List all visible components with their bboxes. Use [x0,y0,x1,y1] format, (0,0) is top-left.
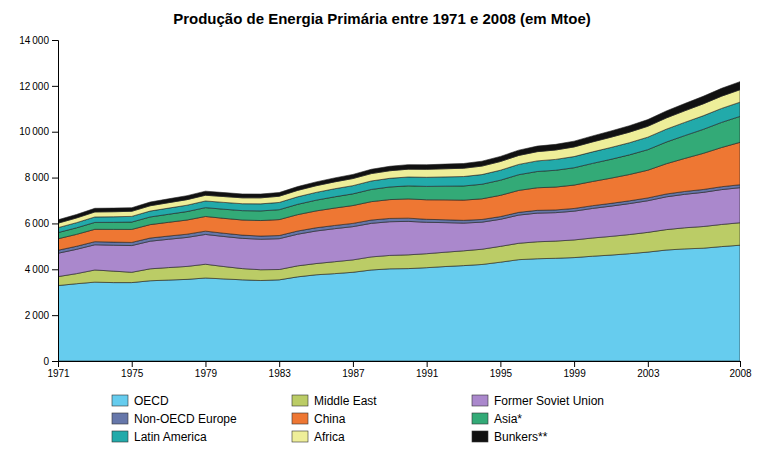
legend-item: Non-OECD Europe [112,412,237,426]
x-tick: 1991 [416,361,439,379]
x-axis-line [59,362,741,368]
legend-label: China [314,412,346,426]
legend-label: Non-OECD Europe [134,412,237,426]
x-tick: 1983 [269,361,292,379]
area [58,82,740,224]
x-tick-mark [353,361,354,367]
y-tick-label: 0 [43,356,49,367]
legend-label: Bunkers** [494,430,548,444]
y-tick-mark [52,86,58,87]
legend-label: Former Soviet Union [494,394,604,408]
legend-item: Former Soviet Union [472,394,604,408]
y-tick-mark [52,315,58,316]
y-tick-mark [52,132,58,133]
y-tick-mark [52,178,58,179]
y-tick-label: 14 000 [19,35,49,46]
x-tick: 1971 [47,361,70,379]
y-tick-mark [52,269,58,270]
x-tick: 1987 [342,361,365,379]
y-axis: 0 2 000 4 000 6 000 8 000 10 000 12 000 14 000 [19,35,58,367]
x-tick: 1979 [195,361,218,379]
x-tick-label: 1971 [47,368,70,379]
y-axis-line [52,41,59,362]
legend-label: Africa [314,430,345,444]
legend-item: Africa [292,430,345,444]
legend-swatch [112,431,128,442]
legend-label: OECD [134,394,169,408]
x-tick-label: 1995 [490,368,513,379]
y-tick: 6 000 [25,218,58,229]
x-tick-label: 1999 [563,368,586,379]
legend-item: OECD [112,394,169,408]
x-tick-mark [205,361,206,367]
x-tick-label: 1991 [416,368,439,379]
legend-swatch [292,431,308,442]
y-tick-mark [52,361,58,362]
legend-swatch [112,395,128,406]
y-tick: 8 000 [25,172,58,183]
y-tick: 2 000 [25,310,58,321]
legend-label: Middle East [314,394,377,408]
x-tick-mark [500,361,501,367]
legend-item: Latin America [112,430,207,444]
areas [58,82,740,361]
legend-label: Asia* [494,412,522,426]
legend-swatch [472,431,488,442]
x-axis: 1971 1975 1979 1983 1987 1991 1995 1999 2003 2008 [47,361,752,379]
x-tick-mark [648,361,649,367]
legend-item: China [292,412,346,426]
x-tick: 1975 [121,361,144,379]
legend-label: Latin America [134,430,207,444]
x-tick-mark [427,361,428,367]
y-tick-mark [52,223,58,224]
y-tick: 14 000 [19,35,58,46]
legend-swatch [472,395,488,406]
x-tick-label: 1979 [195,368,218,379]
legend-swatch [472,413,488,424]
x-tick: 2003 [637,361,660,379]
x-tick-label: 1983 [269,368,292,379]
y-tick-label: 2 000 [25,310,50,321]
y-tick-label: 6 000 [25,218,50,229]
y-tick-label: 10 000 [19,126,49,137]
y-tick-label: 4 000 [25,264,50,275]
y-tick-label: 12 000 [19,81,49,92]
x-tick: 1995 [490,361,513,379]
legend-swatch [112,413,128,424]
x-tick-label: 1987 [342,368,365,379]
y-tick: 0 [43,356,58,367]
chart: Produção de Energia Primária entre 1971 … [0,0,764,457]
legend-item: Bunkers** [472,430,548,444]
legend-swatch [292,413,308,424]
legend-item: Middle East [292,394,377,408]
y-tick: 4 000 [25,264,58,275]
x-tick: 1999 [563,361,586,379]
legend-swatch [292,395,308,406]
x-tick: 2008 [729,361,752,379]
plot: 1971 1975 1979 1983 1987 1991 1995 1999 2003 2008… [19,35,752,379]
legend-item: Asia* [472,412,522,426]
y-tick: 10 000 [19,126,58,137]
x-tick-mark [132,361,133,367]
legend: OECD Middle East Former Soviet Union Non-OE… [112,394,604,444]
area [58,90,740,228]
x-tick-label: 1975 [121,368,144,379]
y-tick-mark [52,40,58,41]
y-tick: 12 000 [19,81,58,92]
x-tick-mark [279,361,280,367]
title: Produção de Energia Primária entre 1971 … [173,10,591,27]
x-tick-mark [574,361,575,367]
y-tick-label: 8 000 [25,172,50,183]
x-tick-mark [740,361,741,367]
x-tick-label: 2003 [637,368,660,379]
x-tick-label: 2008 [729,368,752,379]
